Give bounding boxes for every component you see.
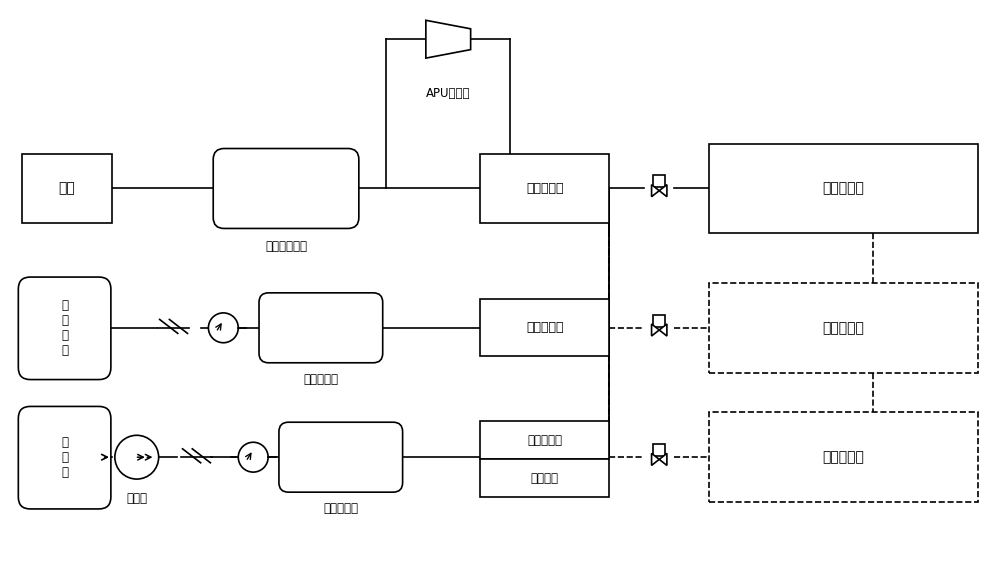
Text: 燃
料
箱: 燃 料 箱 [61,436,68,479]
Polygon shape [652,324,659,336]
Polygon shape [659,324,667,336]
FancyBboxPatch shape [18,277,111,380]
Bar [709,413,978,502]
Bar [653,444,665,456]
Text: 进气分配器: 进气分配器 [526,182,564,195]
Text: APU压缩机: APU压缩机 [426,87,470,101]
Bar [480,421,609,459]
Bar [22,154,112,223]
Polygon shape [652,184,659,197]
FancyBboxPatch shape [259,293,383,363]
Circle shape [115,435,159,479]
Text: 爆震燃烧室: 爆震燃烧室 [822,450,864,464]
FancyBboxPatch shape [279,422,403,492]
Text: 燃油分配器: 燃油分配器 [527,434,562,447]
Text: 大气: 大气 [59,181,75,195]
Text: 燃油加热器: 燃油加热器 [323,502,358,516]
Polygon shape [659,184,667,197]
Text: 液氧气化器: 液氧气化器 [303,373,338,386]
Bar [653,314,665,327]
Circle shape [208,313,238,343]
Bar [480,154,609,223]
Text: 爆震燃烧室: 爆震燃烧室 [822,321,864,335]
Bar [709,283,978,373]
Text: 氧气分配器: 氧气分配器 [526,321,564,334]
Text: 液
氧
储
箱: 液 氧 储 箱 [61,299,68,357]
Bar [480,299,609,355]
Text: 燃油泵: 燃油泵 [126,492,147,506]
Polygon shape [652,453,659,465]
FancyBboxPatch shape [18,406,111,509]
Polygon shape [426,20,471,58]
Text: 电加热器: 电加热器 [531,472,559,484]
FancyBboxPatch shape [213,149,359,228]
Polygon shape [659,453,667,465]
Bar [653,175,665,187]
Text: 飞行器进气道: 飞行器进气道 [265,240,307,253]
Text: 爆震燃烧室: 爆震燃烧室 [822,181,864,195]
Bar [709,144,978,234]
Bar [480,459,609,497]
Circle shape [238,442,268,472]
